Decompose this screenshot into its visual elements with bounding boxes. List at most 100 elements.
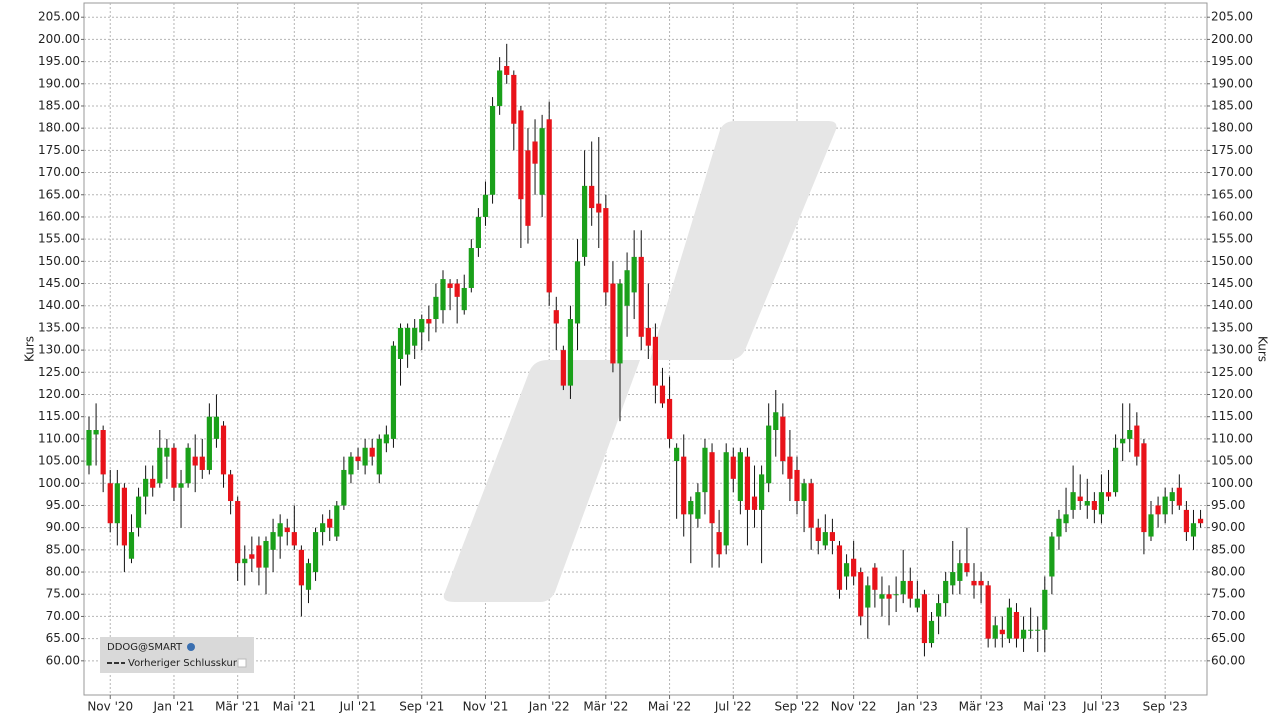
y2-tick-label: 160.00 [1211,209,1253,223]
candle-body [652,336,658,386]
candle-body [525,150,531,226]
candle-body [348,456,354,475]
candle-body [270,532,276,550]
legend-icon [187,643,195,651]
candle-body [1063,514,1069,524]
candle-body [291,532,297,546]
candle-body [497,70,503,106]
candle-body [943,580,949,604]
candle-body [369,447,375,457]
candle-body [341,469,347,506]
y-tick-label: 105.00 [38,454,80,468]
y-tick-label: 125.00 [38,365,80,379]
candle-body [716,532,722,555]
candle-body [143,478,149,497]
x-tick-label: Mai '21 [273,700,316,714]
candle-body [511,74,517,124]
candle-body [1070,492,1076,510]
y2-tick-label: 65.00 [1211,631,1245,645]
candle-body [390,345,397,439]
candle-body [1084,501,1090,506]
x-tick-label: Sep '23 [1143,700,1188,714]
x-tick-label: Jan '22 [528,700,570,714]
y2-tick-label: 190.00 [1211,76,1253,90]
candle-body [412,327,418,346]
y2-tick-label: 90.00 [1211,520,1245,534]
plot-area [83,2,1208,696]
candle-body [659,385,666,404]
x-tick-label: Mär '23 [959,700,1004,714]
y-tick-label: 90.00 [46,520,80,534]
candle-body [737,452,743,502]
y2-tick-label: 75.00 [1211,587,1245,601]
candle-body [86,430,92,466]
candle-body [631,256,637,293]
y-tick-label: 165.00 [38,187,80,201]
candle-body [928,620,935,644]
candle-body [1042,589,1048,630]
y-tick-label: 60.00 [46,653,80,667]
x-tick-label: Jan '23 [896,700,938,714]
y2-tick-label: 135.00 [1211,320,1253,334]
candle-body [1190,523,1197,537]
candle-body [1049,536,1055,577]
candle-body [433,296,439,320]
candle-body [107,483,113,524]
y2-tick-label: 115.00 [1211,409,1253,423]
candle-body [242,558,248,564]
y2-tick-label: 110.00 [1211,431,1253,445]
candle-body [383,434,389,444]
y-tick-label: 160.00 [38,209,80,223]
y2-tick-label: 85.00 [1211,542,1245,556]
candle-body [539,128,545,195]
candle-body [1035,629,1041,631]
candle-body [780,416,786,462]
candle-body [489,105,496,195]
y-tick-label: 130.00 [38,343,80,357]
y-tick-label: 145.00 [38,276,80,290]
candle-body [900,580,906,595]
candle-body [1162,496,1168,515]
candle-body [277,523,283,537]
x-tick-label: Mai '23 [1023,700,1066,714]
y2-tick-label: 95.00 [1211,498,1245,512]
y2-tick-label: 185.00 [1211,98,1253,112]
x-tick-label: Mai '22 [648,700,691,714]
candle-body [1013,611,1020,639]
candle-body [886,594,892,599]
candle-body [546,119,552,293]
y2-tick-label: 100.00 [1211,476,1253,490]
candle-body [1197,518,1204,524]
candle-body [914,598,920,608]
candle-body [879,594,885,599]
y-tick-label: 65.00 [46,631,80,645]
candle-body [114,483,120,524]
candle-body [829,532,835,541]
candle-body [1105,492,1112,497]
candle-body [376,438,382,475]
candle-body [766,425,772,484]
candle-body [504,66,510,75]
candle-body [985,585,991,639]
candle-body [164,447,170,457]
y-tick-label: 100.00 [38,476,80,490]
legend-checkbox[interactable] [237,658,247,668]
y2-tick-label: 195.00 [1211,54,1253,68]
candle-body [638,256,644,337]
y2-tick-label: 120.00 [1211,387,1253,401]
legend: DDOG@SMART Vorheriger Schlusskurs [100,637,254,673]
candle-body [334,505,340,537]
candle-body [213,416,220,439]
candle-body [964,563,970,573]
candle-body [851,558,857,577]
y-tick-label: 175.00 [38,143,80,157]
y2-axis-label: Kurs [1256,336,1270,362]
y2-tick-label: 125.00 [1211,365,1253,379]
y-tick-label: 185.00 [38,98,80,112]
candle-body [475,216,481,249]
candle-body [199,456,205,470]
candle-body [157,447,163,484]
candle-body [787,456,793,479]
candle-body [936,603,942,617]
